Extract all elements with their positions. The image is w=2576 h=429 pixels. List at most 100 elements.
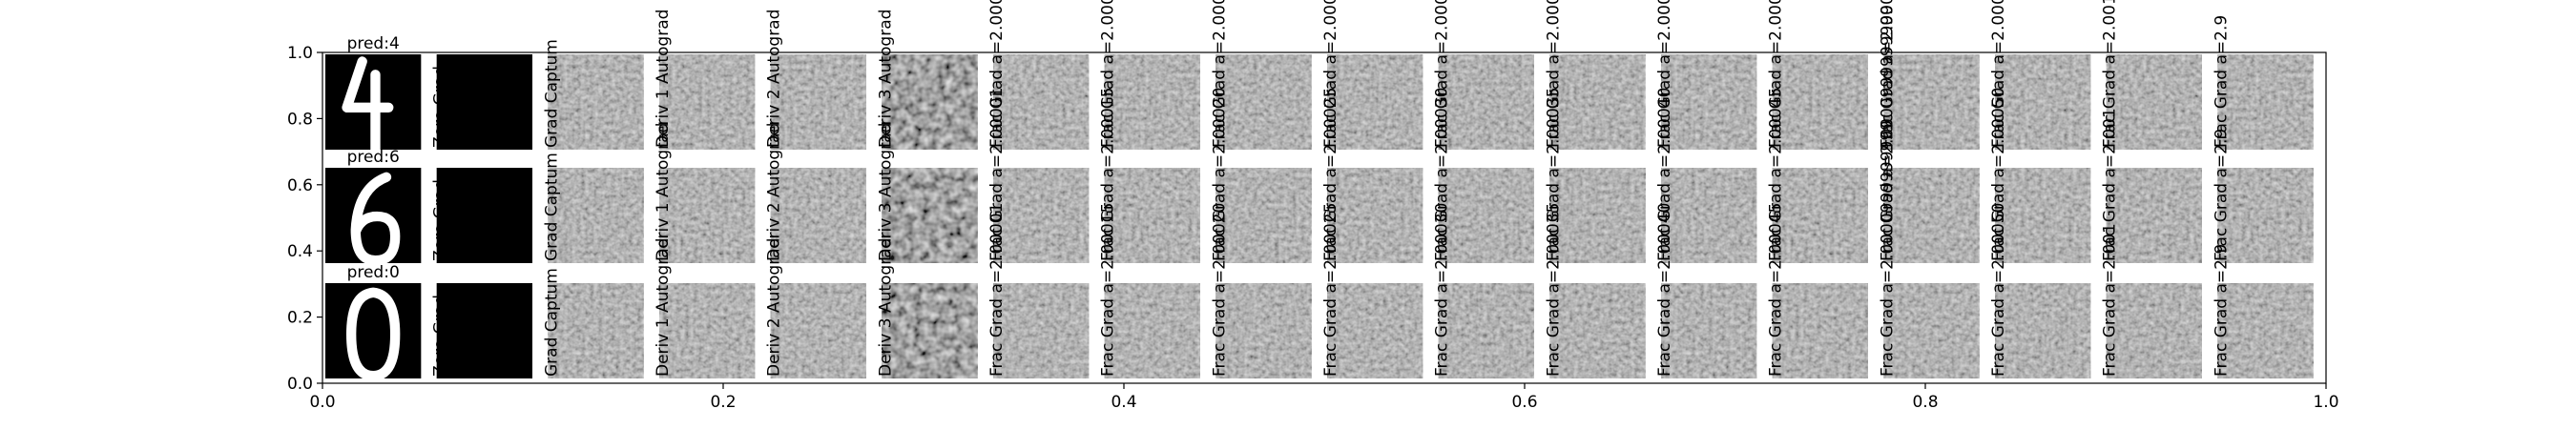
heatmap-texture <box>1995 283 2091 378</box>
zero-grad-image <box>436 168 532 263</box>
heatmap-texture <box>1549 283 1646 378</box>
panel-label: Grad Captum <box>542 268 561 377</box>
panel-label: Frac Grad a=2.00045 <box>1767 203 1786 377</box>
axes-frame <box>322 51 2327 384</box>
heatmap-texture <box>1661 168 1757 263</box>
heatmap-texture <box>1661 54 1757 150</box>
heatmap-texture <box>1549 54 1646 150</box>
panel-label: Grad Captum <box>542 153 561 261</box>
heatmap-texture <box>1215 168 1312 263</box>
panel-label: Frac Grad a=2.00040 <box>1655 88 1674 261</box>
y-tick-label: 1.0 <box>287 44 313 63</box>
panel-label: Frac Grad a=2.00035 <box>1544 203 1563 377</box>
digit-stroke <box>345 287 401 381</box>
heatmap-texture <box>1772 168 1868 263</box>
panel-label: Frac Grad a=2.00020 <box>1210 0 1229 148</box>
panel-label: Zero Grad <box>431 295 450 377</box>
panel-label: Frac Grad a=2.0000999999999 <box>1878 120 1897 377</box>
heatmap-texture <box>2217 283 2314 378</box>
y-tick-label: 0.2 <box>287 309 313 328</box>
panel-label: Frac Grad a=2.00040 <box>1655 203 1674 377</box>
panel-label: Frac Grad a=2.00025 <box>1321 88 1340 261</box>
heatmap-texture <box>2106 168 2202 263</box>
pred-label: pred:4 <box>347 34 400 53</box>
heatmap-texture <box>1327 54 1423 150</box>
panel-label: Frac Grad a=2.00035 <box>1544 0 1563 148</box>
heatmap-texture <box>1883 283 1980 378</box>
x-tick-label: 0.0 <box>309 393 335 412</box>
heatmap-texture <box>1883 168 1980 263</box>
panel-label: Frac Grad a=2.00030 <box>1433 0 1452 148</box>
panel-label: Frac Grad a=2.00020 <box>1210 203 1229 377</box>
panel-label: Deriv 2 Autograd <box>765 238 784 377</box>
heatmap-texture <box>1438 54 1534 150</box>
panel-label: Grad Captum <box>542 39 561 148</box>
panel-label: Deriv 1 Autograd <box>654 238 673 377</box>
panel-label: Frac Grad a=2.00015 <box>1099 88 1118 261</box>
y-tick-label: 0.4 <box>287 242 313 261</box>
heatmap-texture <box>993 283 1090 378</box>
heatmap-texture <box>882 54 978 150</box>
panel-label: Frac Grad a=2.9 <box>2212 129 2231 261</box>
panel-label: Frac Grad a=2.00050 <box>1989 0 2008 148</box>
heatmap-texture <box>1883 54 1980 150</box>
panel-label: Deriv 1 Autograd <box>654 10 673 148</box>
heatmap-texture <box>1772 54 1868 150</box>
x-tick-label: 1.0 <box>2313 393 2338 412</box>
panel-label: Frac Grad a=2.0000999999999 <box>1878 0 1897 148</box>
panel-label: Frac Grad a=2.0000999999999 <box>1878 5 1897 261</box>
panel-label: Frac Grad a=2.00030 <box>1433 203 1452 377</box>
panel-label: Frac Grad a=2.00025 <box>1321 203 1340 377</box>
heatmap-texture <box>1215 283 1312 378</box>
image-row: pred:6 Zero Grad Grad Captum Deriv 1 Autogr… <box>325 5 2314 266</box>
panel-label: Frac Grad a=2.00035 <box>1544 88 1563 261</box>
heatmap-texture <box>1995 54 2091 150</box>
x-tick-label: 0.8 <box>1912 393 1938 412</box>
heatmap-texture <box>1327 168 1423 263</box>
heatmap-texture <box>770 54 866 150</box>
panel-label: Frac Grad a=2.00015 <box>1099 203 1118 377</box>
image-row: pred:0 Zero Grad Grad Captum Deriv 1 Autogr… <box>325 120 2314 381</box>
heatmap-texture <box>882 168 978 263</box>
y-tick-label: 0.8 <box>287 110 313 129</box>
panel-label: Frac Grad a=2.00040 <box>1655 0 1674 148</box>
panel-label: Deriv 3 Autograd <box>876 238 895 377</box>
x-tick-label: 0.6 <box>1511 393 1537 412</box>
panel-label: Frac Grad a=2.9 <box>2212 244 2231 377</box>
heatmap-texture <box>659 168 756 263</box>
x-tick-label: 0.2 <box>710 393 736 412</box>
y-tick-label: 0.0 <box>287 375 313 394</box>
image-row: pred:4 Zero Grad Grad Captum Deriv 1 Autogr… <box>325 0 2314 156</box>
panel-label: Frac Grad a=2.00030 <box>1433 88 1452 261</box>
panel-label: Frac Grad a=2.00020 <box>1210 88 1229 261</box>
heatmap-texture <box>659 283 756 378</box>
heatmap-texture <box>882 283 978 378</box>
y-tick-label: 0.6 <box>287 176 313 195</box>
heatmap-texture <box>1104 54 1200 150</box>
panel-label: Frac Grad a=2.001 <box>2101 223 2120 377</box>
heatmap-texture <box>1104 168 1200 263</box>
heatmap-texture <box>1661 283 1757 378</box>
panel-label: Frac Grad a=2.001 <box>2101 0 2120 148</box>
panel-label: Deriv 2 Autograd <box>765 10 784 148</box>
digit-stroke <box>342 56 394 156</box>
heatmap-texture <box>770 283 866 378</box>
panel-label: Deriv 3 Autograd <box>876 123 895 261</box>
panel-label: Frac Grad a=2.00045 <box>1767 0 1786 148</box>
heatmap-texture <box>548 54 644 150</box>
panel-label: Frac Grad a=2.001 <box>2101 108 2120 261</box>
heatmap-texture <box>1327 283 1423 378</box>
panel-label: Frac Grad a=2.00001 <box>987 88 1007 261</box>
pred-label: pred:6 <box>347 148 400 167</box>
panel-label: Frac Grad a=2.00045 <box>1767 88 1786 261</box>
panel-label: Deriv 3 Autograd <box>876 10 895 148</box>
zero-grad-image <box>436 283 532 378</box>
heatmap-texture <box>2106 283 2202 378</box>
heatmap-texture <box>548 168 644 263</box>
zero-grad-image <box>436 54 532 150</box>
x-tick-label: 0.4 <box>1111 393 1136 412</box>
panel-label: Frac Grad a=2.00001 <box>987 203 1007 377</box>
heatmap-texture <box>2217 168 2314 263</box>
heatmap-texture <box>1995 168 2091 263</box>
